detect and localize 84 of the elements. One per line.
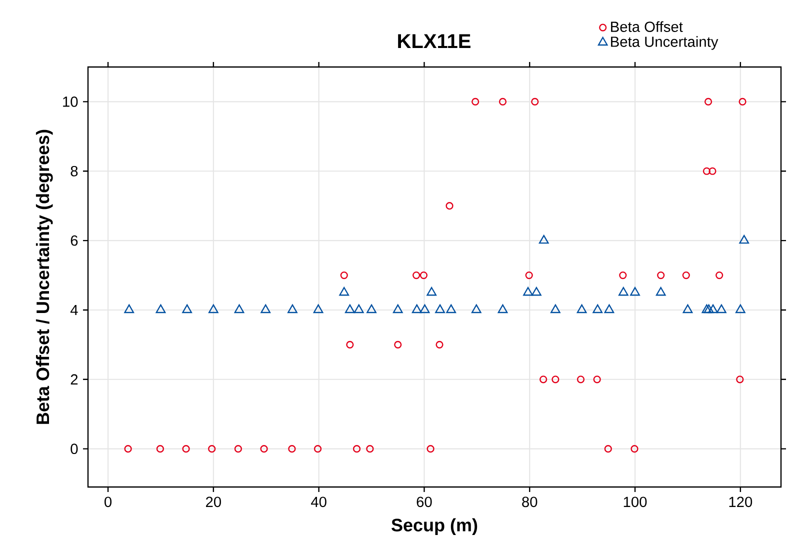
x-tick-label: 0: [104, 496, 112, 508]
point: [593, 376, 601, 384]
y-tick-label: 8: [70, 166, 78, 176]
point: [288, 304, 298, 314]
point: [366, 304, 376, 314]
point: [436, 340, 444, 348]
point: [156, 445, 164, 453]
point: [446, 304, 456, 314]
point: [739, 234, 750, 244]
x-tick-label: 100: [624, 496, 647, 508]
point: [392, 304, 403, 314]
point: [426, 445, 434, 453]
x-tick-label: 20: [206, 496, 221, 508]
y-tick-label: 10: [63, 96, 78, 107]
point: [682, 304, 693, 314]
point: [702, 304, 712, 314]
x-axis-title: Secup (m): [392, 518, 478, 536]
point: [525, 271, 533, 280]
point: [234, 304, 244, 314]
point: [604, 304, 614, 314]
point: [630, 287, 640, 296]
point: [339, 287, 350, 296]
point: [619, 271, 627, 280]
x-tick-label: 40: [311, 496, 326, 508]
point: [366, 445, 374, 453]
point: [656, 287, 666, 296]
point: [704, 304, 714, 314]
y-tick-label: 4: [70, 304, 78, 316]
y-tick-label: 2: [70, 374, 78, 385]
point: [124, 304, 134, 314]
point: [736, 376, 744, 384]
point: [426, 287, 437, 296]
point: [412, 304, 422, 314]
point: [354, 304, 364, 314]
point: [208, 304, 218, 314]
point: [532, 287, 542, 296]
point: [576, 376, 585, 384]
point: [682, 271, 690, 280]
point: [657, 271, 665, 280]
x-tick-label: 60: [416, 496, 432, 508]
point: [346, 340, 354, 348]
point: [260, 304, 271, 314]
point: [156, 304, 166, 314]
point: [313, 304, 324, 314]
point: [394, 340, 402, 348]
point: [412, 271, 420, 280]
point: [260, 445, 268, 453]
point: [576, 304, 587, 314]
point: [288, 445, 296, 453]
point: [735, 304, 746, 314]
point: [540, 376, 548, 384]
point: [234, 445, 242, 453]
point: [592, 304, 603, 314]
point: [498, 304, 508, 314]
point: [552, 376, 560, 384]
point: [604, 445, 612, 453]
y-tick-label: 6: [70, 235, 78, 246]
point: [344, 304, 355, 314]
y-axis-title: Beta Offset / Uncertainty (degrees): [36, 130, 53, 424]
y-tick-label: 0: [70, 444, 78, 454]
legend-label: Beta Offset: [611, 21, 683, 32]
point: [550, 304, 560, 314]
x-tick-label: 80: [522, 496, 538, 508]
point: [708, 304, 718, 314]
point: [630, 445, 638, 453]
point: [716, 271, 724, 280]
point: [716, 304, 726, 314]
point: [340, 271, 348, 280]
point: [538, 234, 549, 244]
point: [435, 304, 445, 314]
chart-title: KLX11E: [398, 34, 470, 48]
point: [182, 445, 190, 453]
point: [124, 445, 132, 453]
x-tick-label: 120: [729, 496, 752, 508]
point: [618, 287, 628, 296]
point: [208, 445, 216, 453]
point: [523, 287, 533, 296]
point: [420, 304, 430, 314]
point: [471, 304, 482, 314]
point: [352, 445, 361, 453]
point: [314, 445, 322, 453]
point: [182, 304, 192, 314]
legend-label: Beta Uncertainty: [611, 36, 718, 50]
point: [420, 271, 428, 280]
